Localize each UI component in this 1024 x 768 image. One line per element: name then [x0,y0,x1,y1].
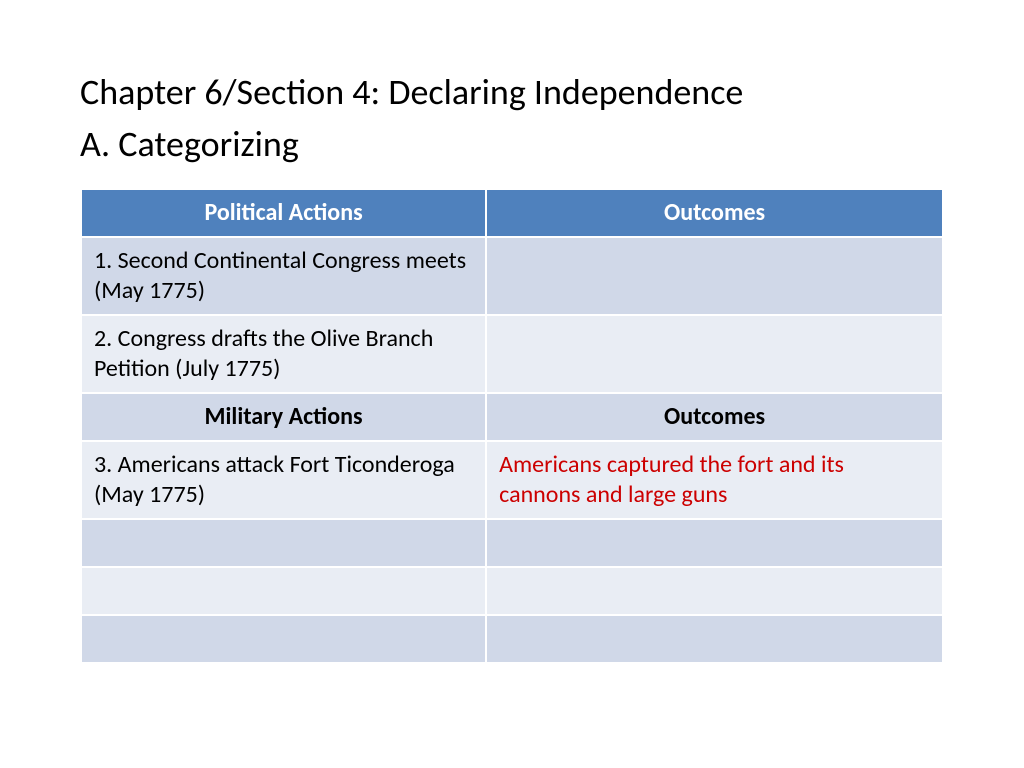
page-subtitle: A. Categorizing [80,122,944,166]
table-row: 1. Second Continental Congress meets (Ma… [81,237,943,315]
cell-outcome [486,315,943,393]
header-row-political: Political Actions Outcomes [81,189,943,237]
col-header-military-actions: Military Actions [81,393,486,441]
cell-outcome [486,237,943,315]
cell-action: 1. Second Continental Congress meets (Ma… [81,237,486,315]
table-row: 2. Congress drafts the Olive Branch Peti… [81,315,943,393]
cell-outcome [486,615,943,663]
cell-action: 2. Congress drafts the Olive Branch Peti… [81,315,486,393]
cell-action: 3. Americans attack Fort Ticonderoga (Ma… [81,441,486,519]
col-header-outcomes-1: Outcomes [486,189,943,237]
table-row [81,519,943,567]
cell-action [81,567,486,615]
cell-outcome: Americans captured the fort and its cann… [486,441,943,519]
cell-action [81,519,486,567]
page-title: Chapter 6/Section 4: Declaring Independe… [80,70,944,114]
cell-action [81,615,486,663]
categorizing-table: Political Actions Outcomes 1. Second Con… [80,188,944,664]
cell-outcome [486,519,943,567]
table-row [81,615,943,663]
col-header-outcomes-2: Outcomes [486,393,943,441]
col-header-political-actions: Political Actions [81,189,486,237]
table-row: 3. Americans attack Fort Ticonderoga (Ma… [81,441,943,519]
cell-outcome [486,567,943,615]
header-row-military: Military Actions Outcomes [81,393,943,441]
table-row [81,567,943,615]
